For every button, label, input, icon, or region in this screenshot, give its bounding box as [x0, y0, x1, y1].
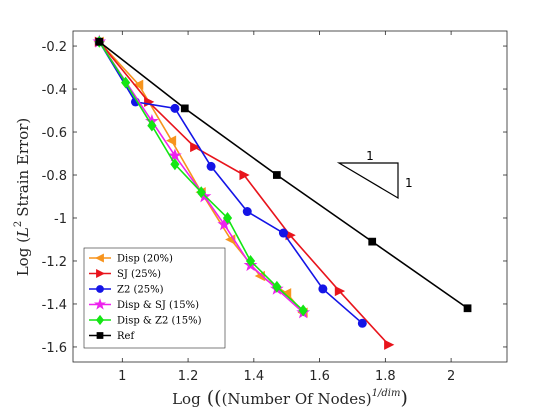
data-point: [170, 103, 180, 113]
data-point: [168, 148, 182, 162]
y-axis-label-paren-close: ): [14, 118, 32, 124]
series-line: [98, 41, 363, 324]
data-point: [272, 171, 281, 179]
legend-marker: [96, 314, 104, 326]
data-point: [180, 104, 189, 113]
data-point: [165, 135, 177, 146]
data-point: [222, 212, 233, 224]
data-point: [245, 255, 256, 267]
data-point: [121, 76, 131, 89]
data-point: [242, 207, 252, 217]
y-tick-label: -1: [54, 212, 67, 227]
data-point: [298, 304, 308, 317]
series-0: [93, 36, 308, 318]
x-axis-label-paren-open: ((: [201, 387, 222, 409]
x-axis-label-prefix: Log: [172, 390, 201, 408]
data-point: [95, 37, 104, 46]
y-axis-label-prefix: Log: [14, 247, 32, 276]
legend-marker: [96, 285, 104, 293]
y-axis-label-inner: Strain Error: [14, 123, 32, 217]
ticks-layer: 1 1.2 1.4 1.6 1.8 2 -0.2 -0.4 -0.6 -0.8 -1 -1.2 -1.4…: [42, 31, 507, 384]
data-point: [278, 228, 288, 238]
legend-label: Disp (20%): [117, 254, 173, 265]
legend-entry: Disp (20%): [89, 254, 173, 265]
legend-entry: Z2 (25%): [89, 285, 164, 296]
y-axis-label: Log (L2 Strain Error): [13, 118, 32, 277]
legend-box: [83, 247, 226, 349]
y-axis-label-sup: 2: [13, 221, 24, 227]
y-axis-label-symbol: L: [14, 227, 32, 238]
legend: Disp (20%) SJ (25%) Z2 (25%) Disp & SJ (15%…: [83, 247, 226, 349]
legend-label: Disp & SJ (15%): [117, 300, 199, 311]
legend-marker: [95, 253, 104, 263]
data-point: [318, 284, 328, 294]
y-tick-label: -1.6: [42, 341, 67, 356]
plot-area: [72, 30, 508, 363]
legend-marker: [96, 332, 104, 339]
y-axis-label-paren-open: (: [14, 237, 32, 248]
data-point: [384, 339, 395, 350]
legend-entry: Ref: [89, 331, 135, 342]
y-tick-label: -0.6: [42, 126, 67, 141]
y-tick-label: -0.2: [42, 40, 67, 55]
data-point: [368, 237, 377, 246]
data-point: [147, 119, 157, 132]
x-tick-label: 1: [118, 369, 126, 384]
legend-label: Disp & Z2 (15%): [117, 316, 202, 327]
legend-entries: Disp (20%) SJ (25%) Z2 (25%) Disp & SJ (15%…: [89, 254, 202, 342]
legend-entry: SJ (25%): [89, 269, 161, 280]
data-point: [190, 141, 201, 153]
x-tick-label: 1.2: [178, 369, 199, 384]
slope-triangle: 1 1: [336, 149, 413, 200]
legend-label: Z2 (25%): [117, 285, 164, 296]
legend-entry: Disp & SJ (15%): [89, 298, 199, 311]
y-tick-label: -0.4: [42, 83, 67, 98]
legend-label: SJ (25%): [117, 269, 161, 280]
data-point: [357, 318, 367, 328]
x-tick-label: 1.4: [243, 369, 264, 384]
data-point: [206, 161, 216, 171]
x-axis-label: Log (((Number Of Nodes)1/dim): [172, 387, 408, 409]
x-tick-label: 1.6: [309, 369, 330, 384]
data-point: [334, 285, 346, 297]
y-tick-label: -1.2: [42, 255, 67, 270]
data-point: [196, 186, 206, 199]
data-point: [170, 158, 180, 171]
legend-marker: [93, 298, 107, 310]
x-tick-label: 1.8: [375, 369, 396, 384]
legend-label: Ref: [117, 331, 135, 342]
data-point: [217, 217, 232, 231]
x-tick-label: 2: [447, 369, 455, 384]
data-point: [272, 280, 282, 293]
y-tick-label: -1.4: [42, 298, 67, 313]
legend-marker: [96, 269, 105, 278]
slope-triangle-top-label: 1: [366, 149, 374, 163]
data-point: [463, 304, 472, 313]
series-5: [95, 37, 472, 313]
series-line: [98, 41, 304, 314]
data-point: [239, 169, 250, 181]
series-line: [98, 41, 304, 314]
legend-entry: Disp & Z2 (15%): [89, 314, 202, 327]
slope-triangle-side-label: 1: [405, 176, 413, 190]
y-tick-label: -0.8: [42, 169, 67, 184]
data-point: [133, 79, 144, 90]
x-axis-label-paren-close: ): [400, 387, 407, 409]
x-axis-label-sup: 1/dim: [372, 388, 401, 399]
x-axis-label-inner: (Number Of Nodes): [222, 390, 372, 408]
series-layer: [92, 34, 472, 350]
slope-triangle-shape: [336, 162, 399, 200]
